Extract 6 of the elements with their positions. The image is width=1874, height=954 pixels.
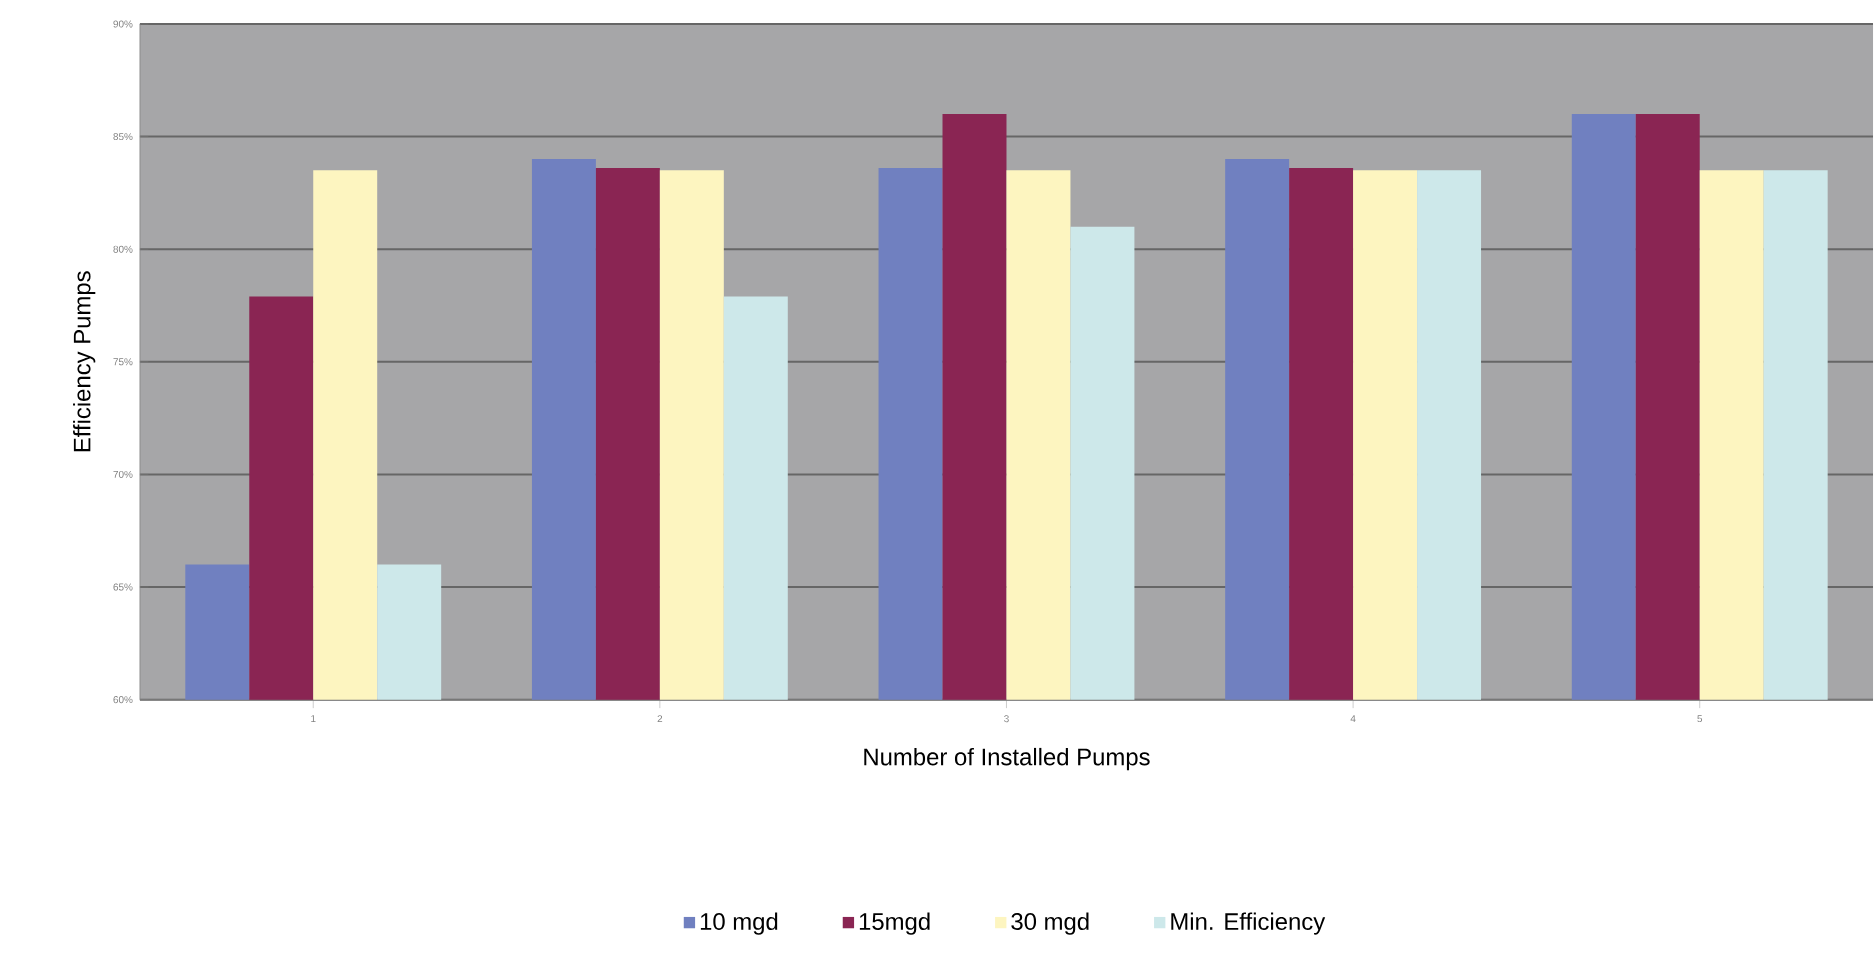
- y-axis-title: Efficiency Pumps: [73, 271, 96, 452]
- x-axis-title: Number of Installed Pumps: [864, 748, 1150, 771]
- legend-label: Min. Efficiency: [1171, 912, 1326, 935]
- legend-label: 15mgd: [859, 912, 930, 935]
- legend-label: 10 mgd: [700, 912, 778, 935]
- legend-label: 30 mgd: [1011, 912, 1089, 935]
